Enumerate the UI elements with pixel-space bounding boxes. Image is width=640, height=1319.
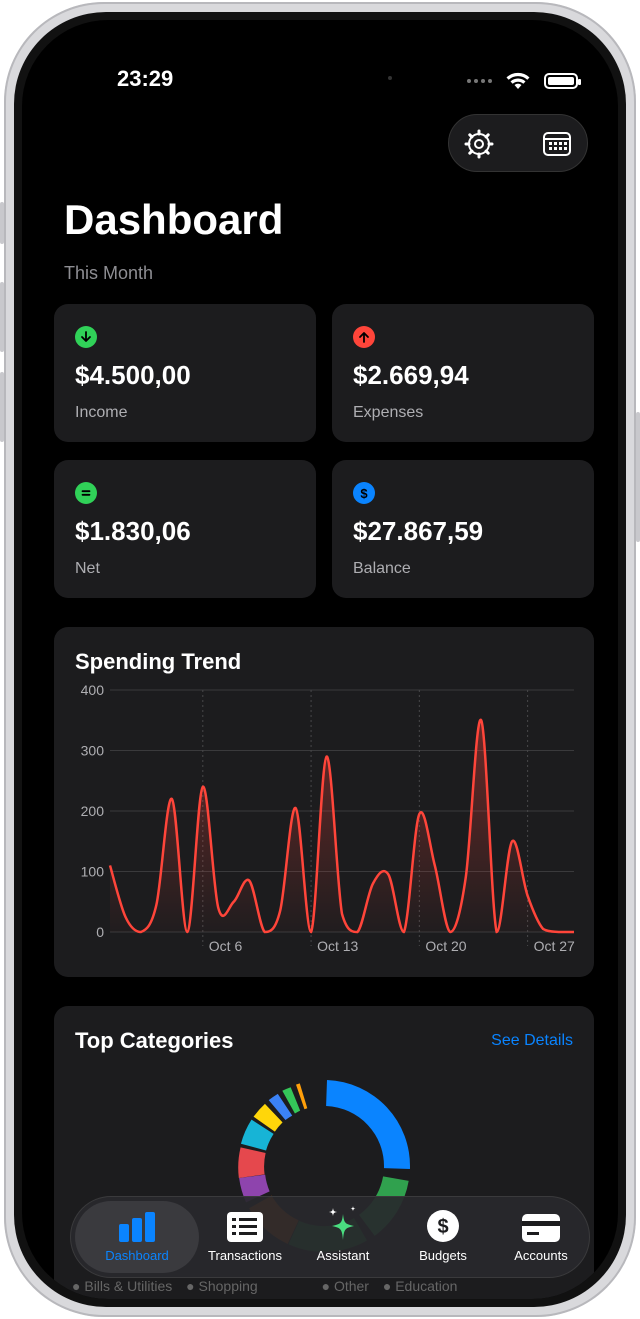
income-card[interactable]: $4.500,00 Income xyxy=(54,304,316,442)
volume-down-button xyxy=(0,372,4,442)
status-icons xyxy=(467,72,581,90)
net-label: Net xyxy=(75,560,100,577)
tab-budgets[interactable]: $ Budgets xyxy=(393,1197,493,1277)
legend-item: ● Education xyxy=(382,1278,458,1294)
donut-segment-cyan xyxy=(240,1119,274,1151)
legend-item: ● Bills & Utilities xyxy=(72,1278,173,1294)
x-tick-label: Oct 27 xyxy=(534,938,575,954)
trend-line xyxy=(108,718,574,934)
tab-label: Dashboard xyxy=(105,1248,169,1263)
income-label: Income xyxy=(75,404,128,421)
net-card[interactable]: $1.830,06 Net xyxy=(54,460,316,598)
sparkles-icon xyxy=(329,1206,356,1240)
tab-label: Budgets xyxy=(419,1248,467,1263)
balance-card[interactable]: $ $27.867,59 Balance xyxy=(332,460,594,598)
equals-icon xyxy=(75,482,97,504)
credit-card-icon xyxy=(522,1214,560,1242)
gear-icon[interactable] xyxy=(463,128,495,160)
bezel: 23:29 xyxy=(14,12,626,1307)
top-categories-title: Top Categories xyxy=(75,1028,234,1053)
categories-legend: ● Bills & Utilities ● Shopping ● Other ●… xyxy=(72,1278,457,1294)
arrow-down-icon xyxy=(75,326,97,348)
income-value: $4.500,00 xyxy=(75,360,191,390)
x-tick-label: Oct 20 xyxy=(425,938,466,954)
balance-label: Balance xyxy=(353,560,411,577)
battery-icon xyxy=(544,73,581,89)
net-value: $1.830,06 xyxy=(75,516,191,546)
screen: 23:29 xyxy=(22,20,618,1299)
donut-segment-purple xyxy=(239,1174,270,1203)
donut-segment-lime xyxy=(282,1087,301,1114)
expenses-card[interactable]: $2.669,94 Expenses xyxy=(332,304,594,442)
dollar-circle-icon: $ xyxy=(427,1210,459,1242)
tab-accounts[interactable]: Accounts xyxy=(491,1197,591,1277)
period-subtitle: This Month xyxy=(64,263,154,283)
y-tick-label: 400 xyxy=(81,682,105,698)
x-tick-label: Oct 6 xyxy=(209,938,243,954)
list-icon xyxy=(227,1212,263,1242)
dollar-icon: $ xyxy=(353,482,375,504)
cellular-icon xyxy=(467,79,492,83)
donut-segment-blue xyxy=(326,1080,410,1170)
tab-label: Accounts xyxy=(514,1248,568,1263)
expenses-label: Expenses xyxy=(353,404,424,421)
tab-transactions[interactable]: Transactions xyxy=(189,1197,301,1277)
donut-segment-blue-small xyxy=(268,1093,293,1121)
power-button xyxy=(636,412,640,542)
trend-area xyxy=(110,719,574,932)
donut-segment-red xyxy=(238,1147,266,1178)
arrow-up-icon xyxy=(353,326,375,348)
y-tick-label: 300 xyxy=(81,743,105,759)
calendar-icon[interactable] xyxy=(541,128,573,160)
y-tick-label: 100 xyxy=(81,864,105,880)
spending-trend-card: Spending Trend 400 300 200 100 0 Oct 6 Oct 13 O… xyxy=(54,627,594,977)
donut-segment-yellow xyxy=(253,1103,283,1132)
y-tick-label: 0 xyxy=(96,924,104,940)
tab-label: Assistant xyxy=(316,1248,370,1263)
status-time: 23:29 xyxy=(117,66,174,91)
expenses-value: $2.669,94 xyxy=(353,360,469,390)
top-toolbar xyxy=(448,114,588,172)
svg-text:$: $ xyxy=(437,1216,448,1238)
spending-trend-chart: 400 300 200 100 0 Oct 6 Oct 13 Oct 20 Oct 27 xyxy=(81,682,575,954)
donut-segment-orange-small xyxy=(296,1083,308,1110)
spending-trend-title: Spending Trend xyxy=(75,649,242,674)
page-title: Dashboard xyxy=(64,196,284,243)
tab-dashboard[interactable]: Dashboard xyxy=(75,1197,199,1277)
volume-up-button xyxy=(0,282,4,352)
camera-dot xyxy=(388,76,392,80)
tab-label: Transactions xyxy=(208,1248,282,1263)
legend-item: ● Shopping xyxy=(186,1278,258,1294)
y-tick-label: 200 xyxy=(81,803,105,819)
see-details-link[interactable]: See Details xyxy=(491,1032,573,1049)
legend-item: ● Other xyxy=(321,1278,369,1294)
tab-assistant[interactable]: Assistant xyxy=(293,1197,393,1277)
silent-switch xyxy=(0,202,4,244)
wifi-icon xyxy=(506,72,530,89)
chart-bar-icon xyxy=(119,1212,155,1242)
tab-bar: Dashboard Transactions xyxy=(70,1196,590,1278)
balance-value: $27.867,59 xyxy=(353,516,484,546)
x-tick-label: Oct 13 xyxy=(317,938,358,954)
